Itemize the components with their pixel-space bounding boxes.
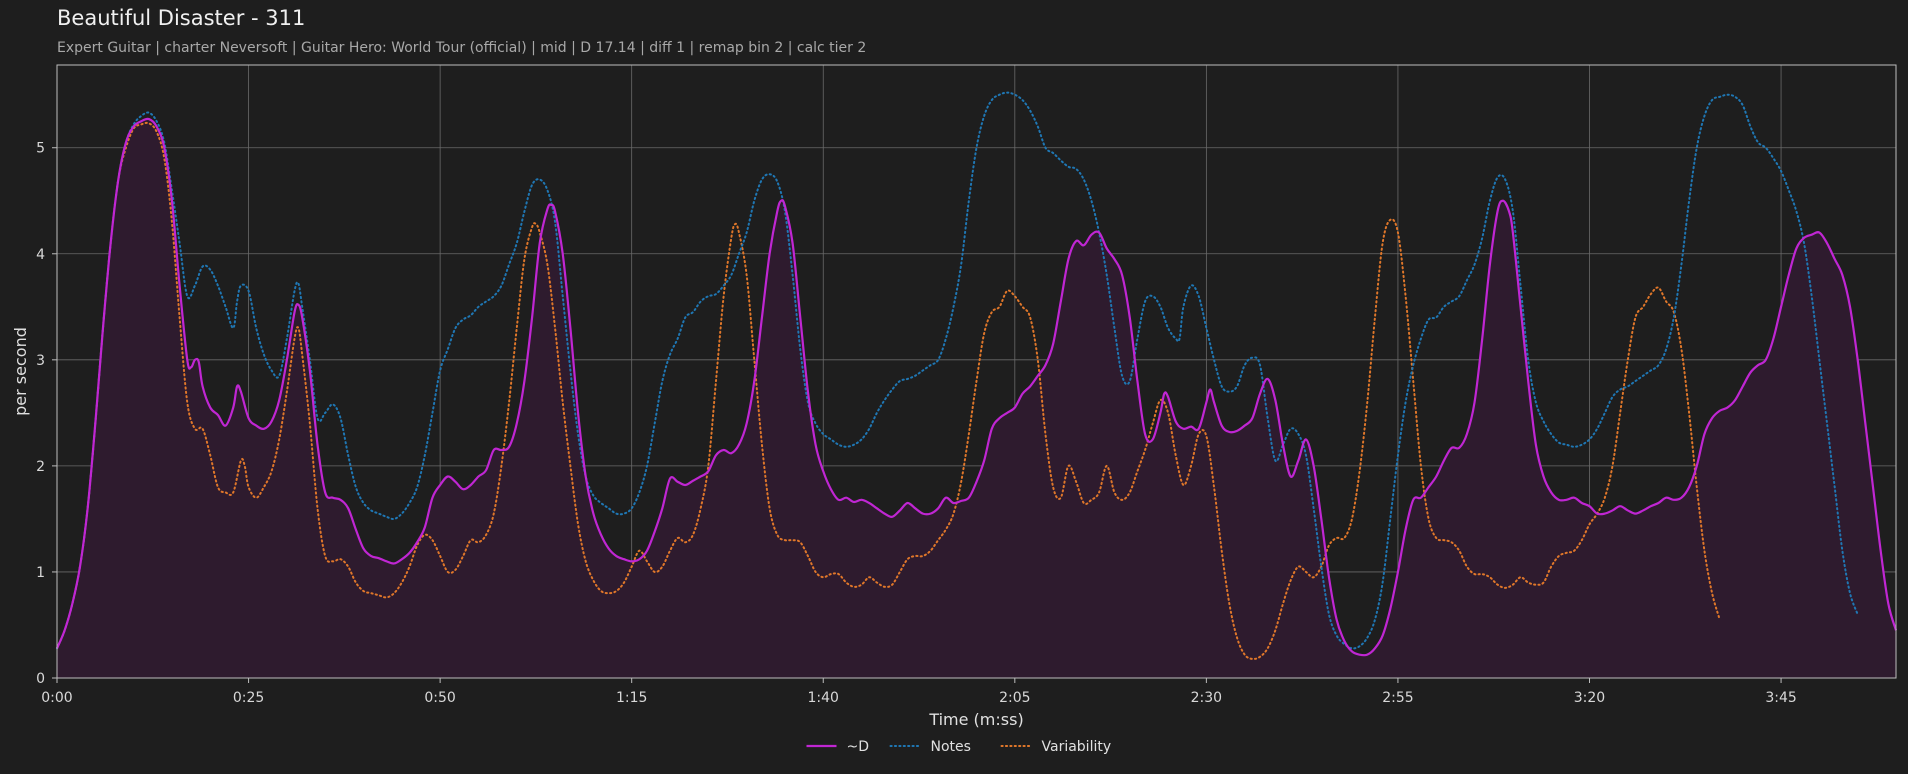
legend-label-variability: Variability	[1042, 739, 1112, 755]
chart-subtitle: Expert Guitar | charter Neversoft | Guit…	[57, 40, 867, 56]
x-tick-label: 0:50	[424, 690, 455, 706]
series-d-line	[55, 117, 1898, 657]
tick-labels: 0:00 0:25 0:50 1:15 1:40 2:05 2:30 2:55 3:20 3:45…	[36, 141, 1797, 706]
y-tick-label: 1	[36, 565, 45, 581]
legend-label-notes: Notes	[931, 739, 971, 755]
x-tick-label: 2:05	[999, 690, 1030, 706]
y-tick-label: 0	[36, 671, 45, 687]
y-tick-label: 2	[36, 459, 45, 475]
x-axis-label: Time (m:ss)	[928, 710, 1023, 729]
series-variability-line	[56, 121, 1721, 660]
chart-title: Beautiful Disaster - 311	[57, 6, 306, 30]
x-tick-label: 0:00	[41, 690, 72, 706]
x-tick-label: 1:40	[808, 690, 839, 706]
x-tick-label: 2:55	[1382, 690, 1413, 706]
y-axis-label: per second	[11, 327, 30, 416]
x-tick-label: 3:20	[1574, 690, 1605, 706]
legend-item-variability: Variability	[1000, 739, 1112, 755]
x-tick-label: 2:30	[1191, 690, 1222, 706]
legend-label-d: ~D	[847, 739, 870, 755]
series-layer	[55, 91, 1898, 679]
legend: ~D Notes Variability	[806, 739, 1112, 755]
x-tick-label: 3:45	[1765, 690, 1796, 706]
y-tick-label: 5	[36, 141, 45, 157]
legend-item-d: ~D	[806, 739, 870, 755]
plot-frame	[56, 64, 1897, 679]
x-tick-label: 1:15	[616, 690, 647, 706]
x-tick-label: 0:25	[233, 690, 264, 706]
series-notes-line	[56, 91, 1859, 650]
series-d-area	[57, 118, 1896, 679]
y-tick-label: 4	[36, 247, 45, 263]
legend-item-notes: Notes	[889, 739, 971, 755]
y-tick-label: 3	[36, 353, 45, 369]
